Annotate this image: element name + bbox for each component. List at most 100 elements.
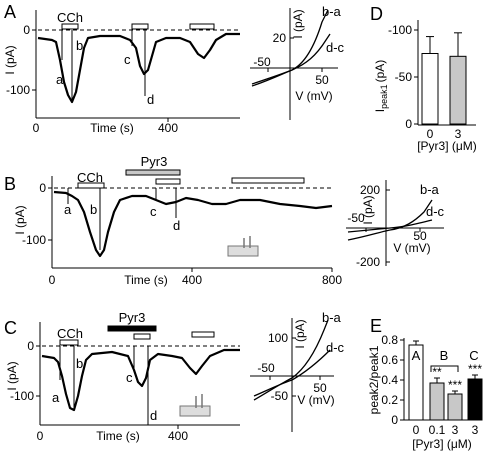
panel-a-iv-xtick-0: -50 (253, 55, 271, 69)
panel-a-drug-label: CCh (57, 10, 83, 25)
panel-d-ylabel: Ipeak1(pA) (373, 60, 389, 113)
panel-b-point-b: b (90, 202, 97, 217)
panel-c-iv-ytick-0: 100 (268, 331, 288, 345)
panel-b-pyr3-bar (125, 169, 181, 176)
panel-b: B 0 -100 0 400 800 Time (s) I (pA) CCh P… (4, 154, 342, 287)
panel-e-xlabel: [Pyr3] (μM) (412, 437, 472, 451)
panel-d-xtick-1: 3 (455, 127, 462, 141)
panel-b-iv-ytick-1: -200 (356, 255, 380, 269)
panel-a-xlabel: Time (s) (90, 121, 134, 135)
panel-e-bar-2 (447, 393, 463, 421)
panel-a-xtick-1: 400 (158, 121, 178, 135)
panel-b-point-a: a (64, 202, 72, 217)
panel-b-label: B (4, 174, 16, 194)
panel-a-iv-xtick-1: 50 (315, 73, 329, 87)
panel-c-bath-icon (179, 394, 211, 417)
panel-a-iv-ytick: 20 (273, 31, 287, 45)
panel-d-ytick-1: -50 (395, 70, 413, 84)
panel-c-point-d: d (150, 408, 157, 423)
panel-a-point-a: a (56, 72, 64, 87)
panel-a-iv-label-dc: d-c (326, 40, 345, 55)
panel-a-drug-bar-3 (189, 23, 215, 30)
panel-e-label: E (370, 316, 382, 336)
panel-c-iv-label-ba: b-a (322, 310, 342, 325)
panel-e-ytick-1: 0.6 (381, 353, 398, 367)
panel-e-group-b: B (440, 348, 449, 363)
panel-b-drug-bar-2 (155, 178, 181, 185)
panel-b-iv-label-ba: b-a (420, 182, 440, 197)
panel-c-iv: 100 -50 -50 50 V (mV) I (pA) b-a d-c (250, 310, 345, 432)
panel-b-cch-bar (77, 182, 105, 189)
panel-b-iv-curve-ba (347, 199, 433, 241)
panel-c-pyr3-bar (107, 325, 157, 332)
panel-a-ytick-0: 0 (23, 23, 30, 37)
panel-e-xtick-3: 3 (472, 423, 479, 437)
panel-e-xtick-2: 3 (452, 423, 459, 437)
panel-e-ytick-3: 0.2 (381, 393, 398, 407)
panel-c-drug-cch: CCh (57, 326, 83, 341)
panel-a-iv-curve-dc (251, 33, 331, 85)
panel-c-xtick-1: 400 (168, 429, 188, 443)
panel-a: A 0 -100 0 400 Time (s) I (pA) CCh a b c… (3, 2, 240, 135)
panel-e: E 0.8 0.6 0.4 0.2 0 peak2/peak1 0 ** 0.1 *** 3 **… (367, 316, 483, 451)
panel-b-iv-xtick-0: -50 (347, 211, 365, 225)
panel-a-trace (37, 32, 240, 104)
panel-a-iv: 20 -50 50 V (mV) I (pA) b-a d-c (250, 4, 345, 120)
panel-a-xtick-0: 0 (33, 121, 40, 135)
panel-c-point-a: a (52, 390, 60, 405)
panel-c-point-b: b (76, 356, 83, 371)
panel-a-drug-bar-1 (61, 23, 79, 30)
panel-e-ylabel: peak2/peak1 (367, 345, 381, 414)
panel-e-group-c: C (469, 348, 478, 363)
panel-c-iv-label-dc: d-c (326, 340, 345, 355)
panel-c-cch-bar (59, 339, 79, 346)
panel-a-iv-ylabel: I (pA) (291, 9, 305, 38)
panel-c-xtick-0: 0 (37, 429, 44, 443)
panel-c-label: C (4, 318, 17, 338)
panel-b-iv-curve-dc (347, 219, 433, 233)
panel-b-bath-icon (227, 236, 259, 257)
panel-b-point-c: c (150, 204, 157, 219)
panel-b-iv-xtick-1: 50 (413, 229, 427, 243)
panel-e-group-b-bracket (430, 365, 459, 372)
panel-c: C 0 -100 0 400 Time (s) I (pA) CCh Pyr3 … (4, 310, 240, 443)
panel-b-xlabel: Time (s) (124, 273, 168, 287)
panel-a-point-b: b (76, 38, 83, 53)
panel-a-point-c: c (124, 52, 131, 67)
panel-b-drug-bar-3 (231, 177, 305, 184)
panel-e-bar-3 (467, 378, 483, 421)
panel-c-iv-xtick-0: -50 (257, 361, 275, 375)
panel-e-bar-1 (429, 382, 445, 421)
panel-b-xtick-1: 400 (182, 273, 202, 287)
panel-d-xtick-0: 0 (427, 127, 434, 141)
panel-e-xtick-0: 0 (413, 423, 420, 437)
panel-e-significance-1: ** (432, 365, 442, 379)
panel-d-xlabel: [Pyr3] (μM) (417, 139, 477, 153)
panel-d-ytick-2: 0 (405, 117, 412, 131)
panel-e-significance-2: *** (448, 378, 462, 392)
panel-b-xtick-2: 800 (322, 273, 342, 287)
panel-d-label: D (370, 4, 383, 24)
panel-d-bar-1 (449, 55, 467, 125)
panel-b-point-d: d (173, 218, 180, 233)
panel-d-bar-0 (421, 53, 439, 125)
panel-c-iv-curve-ba (253, 319, 329, 401)
panel-a-iv-label-ba: b-a (322, 4, 342, 19)
panel-c-iv-curve-dc (253, 349, 331, 397)
panel-e-group-a: A (412, 348, 421, 363)
panel-a-ytick-1: -100 (6, 83, 30, 97)
panel-c-iv-xtick-1: 50 (313, 381, 327, 395)
panel-c-iv-ylabel: I (pA) (293, 319, 307, 348)
panel-c-drug-bar-3 (191, 331, 215, 338)
panel-b-iv-ytick-0: 200 (360, 183, 380, 197)
panel-b-drug-pyr3: Pyr3 (141, 154, 168, 169)
panel-c-xlabel: Time (s) (96, 429, 140, 443)
panel-c-iv-xlabel: V (mV) (297, 393, 334, 407)
panel-b-drug-cch: CCh (77, 170, 103, 185)
panel-e-significance-3: *** (468, 362, 482, 376)
panel-c-ytick-1: -100 (10, 389, 34, 403)
panel-a-iv-xlabel: V (mV) (295, 89, 332, 103)
panel-c-drug-pyr3: Pyr3 (119, 310, 146, 325)
